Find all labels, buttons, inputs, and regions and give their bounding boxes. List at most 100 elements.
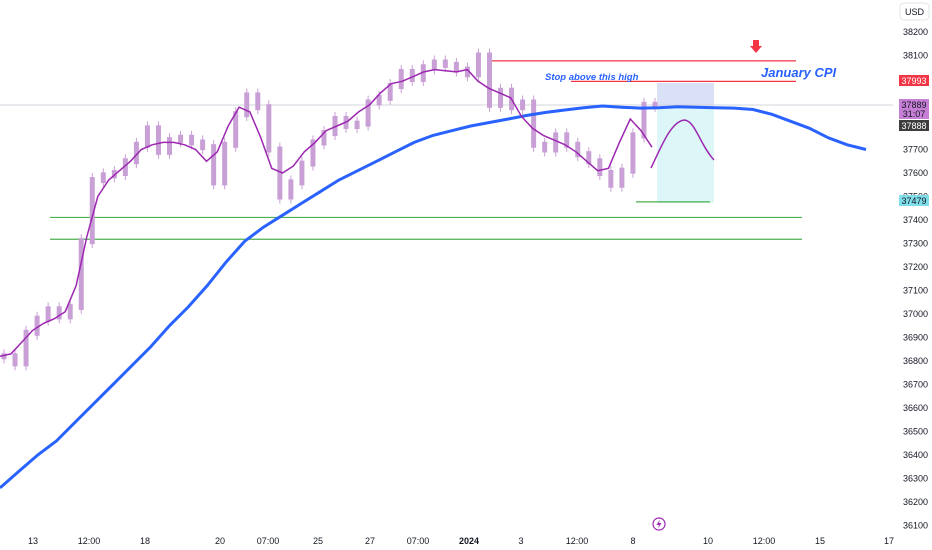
reward-zone[interactable] bbox=[657, 106, 714, 203]
candle-body bbox=[553, 132, 559, 153]
candle-body bbox=[155, 125, 161, 155]
projection-path bbox=[650, 119, 715, 169]
candle-body bbox=[453, 61, 459, 73]
x-tick-label: 27 bbox=[365, 536, 375, 546]
y-tick-label: 36800 bbox=[903, 356, 928, 366]
candle-body bbox=[100, 172, 106, 184]
candle-body bbox=[498, 87, 504, 108]
risk-zone[interactable] bbox=[657, 83, 714, 106]
candle-body bbox=[564, 132, 570, 148]
candle-body bbox=[542, 141, 548, 153]
candle-body bbox=[244, 92, 250, 118]
y-tick-label: 37400 bbox=[903, 215, 928, 225]
y-tick-label: 36900 bbox=[903, 333, 928, 343]
candle-body bbox=[520, 99, 526, 111]
stop-price-tag: 37993 bbox=[899, 75, 929, 86]
candle-body bbox=[1, 353, 7, 360]
countdown-tag: 31:07 bbox=[899, 108, 929, 119]
candle-body bbox=[45, 306, 51, 322]
candle-body bbox=[575, 141, 581, 158]
candle-body bbox=[321, 130, 327, 146]
candle-body bbox=[56, 306, 62, 320]
candle-body bbox=[310, 139, 316, 167]
ema-price-tag-text: 37888 bbox=[901, 121, 926, 131]
y-tick-label: 36600 bbox=[903, 403, 928, 413]
candle-body bbox=[34, 315, 40, 336]
x-tick-label: 18 bbox=[140, 536, 150, 546]
candle-body bbox=[420, 64, 426, 82]
x-tick-label: 12:00 bbox=[566, 536, 589, 546]
candle-body bbox=[178, 134, 184, 144]
time-axis[interactable]: 13 12:00 18 20 07:00 25 27 07:00 2024 3 12:00 8 10 12… bbox=[28, 536, 894, 546]
candle-body bbox=[233, 111, 239, 148]
candle-body bbox=[133, 141, 139, 165]
countdown-tag-text: 31:07 bbox=[903, 109, 926, 119]
candle-body bbox=[652, 101, 658, 108]
candle-body bbox=[608, 170, 614, 188]
candle-body bbox=[387, 83, 393, 101]
x-tick-label: 12:00 bbox=[753, 536, 776, 546]
x-tick-label: 17 bbox=[884, 536, 894, 546]
stop-price-tag-text: 37993 bbox=[901, 76, 926, 86]
ema-slow-line bbox=[0, 104, 867, 490]
candle-body bbox=[597, 158, 603, 176]
y-tick-label: 36400 bbox=[903, 450, 928, 460]
candle-body bbox=[299, 160, 305, 186]
candle-body bbox=[222, 141, 228, 186]
y-tick-label: 37200 bbox=[903, 262, 928, 272]
x-tick-label: 20 bbox=[215, 536, 225, 546]
candle-body bbox=[167, 137, 173, 155]
ema-fast-line bbox=[0, 68, 653, 358]
candle-body bbox=[354, 120, 360, 129]
y-tick-label: 37100 bbox=[903, 286, 928, 296]
x-tick-label: 13 bbox=[28, 536, 38, 546]
x-tick-label: 07:00 bbox=[407, 536, 430, 546]
last-price-tag-text: 37889 bbox=[901, 100, 926, 110]
candle-body bbox=[12, 353, 18, 367]
y-tick-label: 38200 bbox=[903, 27, 928, 37]
candle-body bbox=[89, 177, 95, 245]
candle-body bbox=[189, 134, 195, 146]
x-tick-label: 3 bbox=[518, 536, 523, 546]
target-price-tag-text: 37479 bbox=[901, 196, 926, 206]
candle-body bbox=[586, 151, 592, 165]
candle-body bbox=[531, 99, 537, 148]
candle-body bbox=[630, 132, 636, 174]
lightning-icon[interactable] bbox=[652, 517, 666, 531]
candle-body bbox=[67, 303, 73, 320]
cpi-annotation: January CPI bbox=[761, 65, 837, 80]
y-tick-label: 36300 bbox=[903, 474, 928, 484]
candle-body bbox=[619, 167, 625, 188]
candle-body bbox=[78, 238, 84, 310]
y-tick-label: 37300 bbox=[903, 239, 928, 249]
horizontal-levels bbox=[50, 60, 802, 240]
currency-label: USD bbox=[905, 7, 925, 17]
candle-body bbox=[211, 144, 217, 186]
x-tick-label: 12:00 bbox=[78, 536, 101, 546]
candle-body bbox=[122, 158, 128, 176]
candle-body bbox=[23, 329, 29, 367]
candle-body bbox=[277, 146, 283, 200]
candle-body bbox=[376, 94, 382, 106]
candle-body bbox=[442, 59, 448, 68]
x-tick-label: 2024 bbox=[459, 536, 479, 546]
price-candles bbox=[1, 48, 658, 371]
candle-body bbox=[288, 179, 294, 200]
candle-body bbox=[398, 68, 404, 90]
x-tick-label: 07:00 bbox=[257, 536, 280, 546]
candle-body bbox=[144, 125, 150, 148]
x-tick-label: 15 bbox=[815, 536, 825, 546]
y-tick-label: 36500 bbox=[903, 427, 928, 437]
currency-button[interactable]: USD bbox=[899, 2, 930, 21]
x-tick-label: 8 bbox=[630, 536, 635, 546]
candle-body bbox=[464, 66, 470, 78]
x-tick-label: 10 bbox=[703, 536, 713, 546]
y-tick-label: 36200 bbox=[903, 497, 928, 507]
candle-body bbox=[641, 101, 647, 139]
y-tick-label: 37000 bbox=[903, 309, 928, 319]
candle-body bbox=[409, 68, 415, 82]
candle-body bbox=[475, 52, 481, 78]
